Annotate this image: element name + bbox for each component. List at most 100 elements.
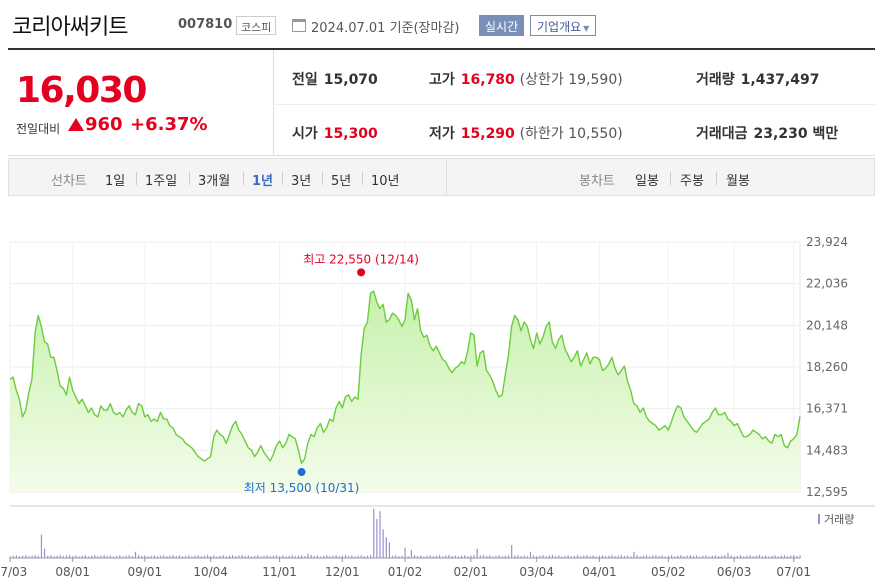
volume-bar: [661, 555, 663, 558]
volume-bar: [34, 555, 36, 558]
volume-bar: [207, 555, 209, 558]
volume-bar: [692, 556, 695, 558]
volume-bar: [667, 555, 670, 558]
separator: [136, 172, 137, 185]
separator: [322, 172, 323, 185]
lower-limit-label: 하한가: [525, 126, 564, 142]
volume-bar: [222, 555, 224, 558]
volume-bar: [301, 555, 303, 558]
volume-bar: [12, 555, 14, 558]
turnover: 거래대금 23,230 백만: [696, 123, 838, 143]
volume-bar: [533, 555, 535, 558]
volume-bar: [739, 555, 742, 558]
volume-bar: [285, 556, 287, 558]
stock-code: 007810: [178, 17, 233, 32]
candle-weekly[interactable]: 주봉: [680, 174, 704, 189]
volume-bar: [15, 555, 17, 558]
volume-bar: [696, 555, 698, 558]
x-tick-label: 04/01: [582, 565, 617, 579]
volume-bar: [294, 556, 296, 558]
volume-bar: [388, 542, 391, 558]
x-tick-label: 02/01: [454, 565, 489, 579]
volume-bar: [501, 556, 503, 558]
volume-bar: [254, 555, 256, 558]
volume-bar: [542, 555, 544, 558]
upper-limit-label: 상한가: [525, 72, 564, 88]
volume-bar: [520, 556, 522, 558]
turnover-unit: 백만: [812, 126, 839, 142]
high-marker: [357, 268, 366, 277]
volume-bar: [630, 556, 632, 558]
extreme-markers: 최고 22,550 (12/14) 최저 13,500 (10/31): [244, 252, 419, 495]
volume-bar: [473, 555, 475, 558]
x-tick-label: 11/01: [262, 565, 297, 579]
company-overview-dropdown[interactable]: 기업개요 ▼: [530, 15, 597, 36]
volume-bar: [50, 555, 52, 558]
volume-bar: [479, 555, 481, 558]
volume-bar: [511, 545, 513, 558]
stock-header: 코리아써키트 007810 코스피 2024.07.01 기준(장마감) 실시간…: [0, 0, 875, 48]
volume-bar: [620, 555, 623, 558]
volume-bar: [150, 555, 152, 558]
volume-bar: [617, 555, 619, 558]
candle-daily[interactable]: 일봉: [635, 174, 659, 189]
volume-bar: [777, 556, 779, 558]
current-price: 16,030: [16, 70, 147, 111]
volume-bar: [623, 556, 626, 558]
separator: [716, 172, 717, 185]
volume-bar: [91, 555, 93, 558]
period-5y[interactable]: 5년: [331, 174, 352, 189]
volume-bar: [144, 555, 146, 558]
volume-bar: [310, 555, 312, 558]
volume-bar: [247, 555, 249, 558]
volume-bar: [598, 555, 601, 558]
volume-bar: [689, 555, 691, 558]
volume-bar: [131, 556, 133, 558]
quote-summary: 16,030 전일대비 960 +6.37% 전일 15,070 고가 16,780…: [8, 48, 875, 156]
day-low: 저가 15,290 (하한가 10,550): [429, 123, 623, 143]
volume-bar: [213, 555, 215, 558]
volume-bar: [783, 555, 786, 558]
volume-bar: [225, 556, 228, 558]
volume-bar: [72, 556, 74, 558]
candle-monthly[interactable]: 월봉: [726, 174, 750, 189]
volume-bar: [169, 555, 171, 558]
volume-bar: [721, 555, 723, 558]
volume-bar: [159, 555, 162, 558]
volume-bar: [664, 556, 666, 558]
volume-bar: [614, 556, 616, 558]
volume-bar: [514, 555, 516, 558]
y-tick-label: 18,260: [806, 360, 848, 374]
period-10y[interactable]: 10년: [371, 174, 400, 189]
volume-bar: [432, 556, 434, 558]
volume-bar: [586, 555, 588, 558]
volume-bar: [460, 555, 463, 558]
stock-name[interactable]: 코리아써키트: [12, 15, 128, 40]
volume-bar: [683, 556, 685, 558]
volume-bar: [545, 556, 547, 558]
volume-bar: [454, 555, 456, 558]
x-axis: 07/03 08/01 09/01 10/04 11/01 12/01 01/02 02/01…: [0, 557, 811, 579]
volume-bar: [752, 556, 754, 558]
volume-bar: [580, 556, 582, 558]
volume-bar: [210, 556, 212, 558]
x-tick-label: 01/02: [388, 565, 423, 579]
volume-bar: [448, 555, 450, 558]
change-label: 전일대비: [16, 122, 61, 136]
price-chart[interactable]: 12,595 14,483 16,371 18,260 20,148 22,036 23,9…: [0, 200, 875, 588]
period-3m[interactable]: 3개월: [198, 174, 231, 189]
volume-bar: [699, 556, 701, 558]
volume-bar: [413, 555, 416, 558]
day-high-value: 16,780: [460, 72, 515, 88]
volume-bar: [59, 555, 61, 558]
volume-bar: [25, 555, 27, 558]
realtime-button[interactable]: 실시간: [479, 15, 525, 36]
period-1d[interactable]: 1일: [105, 174, 126, 189]
volume-bar: [316, 555, 318, 558]
volume-bar: [758, 555, 760, 558]
volume-label: 거래량: [696, 72, 735, 88]
volume-legend-swatch: [818, 514, 820, 524]
period-1w[interactable]: 1주일: [145, 174, 178, 189]
period-3y[interactable]: 3년: [291, 174, 312, 189]
period-1y[interactable]: 1년: [252, 174, 274, 189]
